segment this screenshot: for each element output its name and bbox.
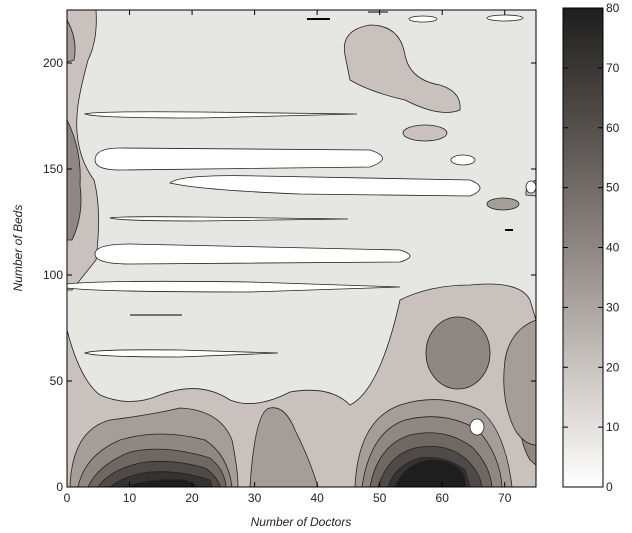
y-tick-label: 0 [56, 480, 63, 494]
colorbar-axis: 0 10 20 30 40 50 60 70 80 [563, 1, 620, 494]
white-band-4 [67, 280, 401, 293]
colorbar-tick-label: 60 [606, 121, 620, 135]
region-small-island [402, 124, 448, 142]
region-upper-island [343, 24, 461, 113]
y-tick-label: 100 [43, 268, 63, 282]
colorbar-tick-label: 10 [606, 420, 620, 434]
white-band-3 [94, 243, 411, 265]
plot-frame [66, 9, 537, 488]
y-tick-label: 50 [50, 374, 64, 388]
region-left-edge-top [67, 19, 76, 63]
x-axis: 0 10 20 30 40 50 60 70 [64, 10, 512, 505]
x-tick-label: 0 [64, 491, 71, 505]
y-tick-label: 150 [43, 162, 63, 176]
region-right-mound-peak [394, 459, 467, 487]
region-left-edge-ridge [67, 119, 82, 241]
white-spot-4 [469, 418, 485, 436]
region-right-edge-light [503, 319, 536, 446]
x-tick-label: 10 [123, 491, 137, 505]
colorbar-tick-label: 30 [606, 300, 620, 314]
region-right-small-island [486, 197, 520, 211]
region-mid-bump [249, 407, 319, 487]
x-tick-label: 40 [310, 491, 324, 505]
x-tick-label: 30 [248, 491, 262, 505]
y-axis-label: Number of Beds [11, 205, 25, 292]
white-spot-3 [486, 14, 524, 22]
region-mid-right-island [425, 316, 491, 390]
y-axis: 0 50 100 150 200 [43, 56, 536, 494]
x-tick-label: 20 [185, 491, 199, 505]
colorbar [562, 7, 604, 488]
y-tick-label: 200 [43, 56, 63, 70]
x-tick-label: 70 [498, 491, 512, 505]
x-tick-label: 60 [436, 491, 450, 505]
white-spot-2 [408, 15, 438, 23]
colorbar-tick-label: 20 [606, 360, 620, 374]
white-band-6 [109, 216, 349, 222]
white-band-7 [83, 349, 279, 358]
white-band-2 [169, 175, 481, 197]
colorbar-tick-label: 50 [606, 181, 620, 195]
x-axis-label: Number of Doctors [251, 515, 352, 529]
white-spot-5 [525, 180, 536, 194]
white-band-1 [94, 147, 383, 171]
contour-regions [67, 10, 536, 487]
white-spot-1 [450, 154, 476, 166]
colorbar-tick-label: 0 [606, 480, 613, 494]
colorbar-tick-label: 80 [606, 1, 620, 15]
white-band-5 [83, 111, 358, 119]
colorbar-tick-label: 40 [606, 241, 620, 255]
x-tick-label: 50 [373, 491, 387, 505]
region-left-mound-peak [124, 479, 201, 487]
colorbar-tick-label: 70 [606, 61, 620, 75]
